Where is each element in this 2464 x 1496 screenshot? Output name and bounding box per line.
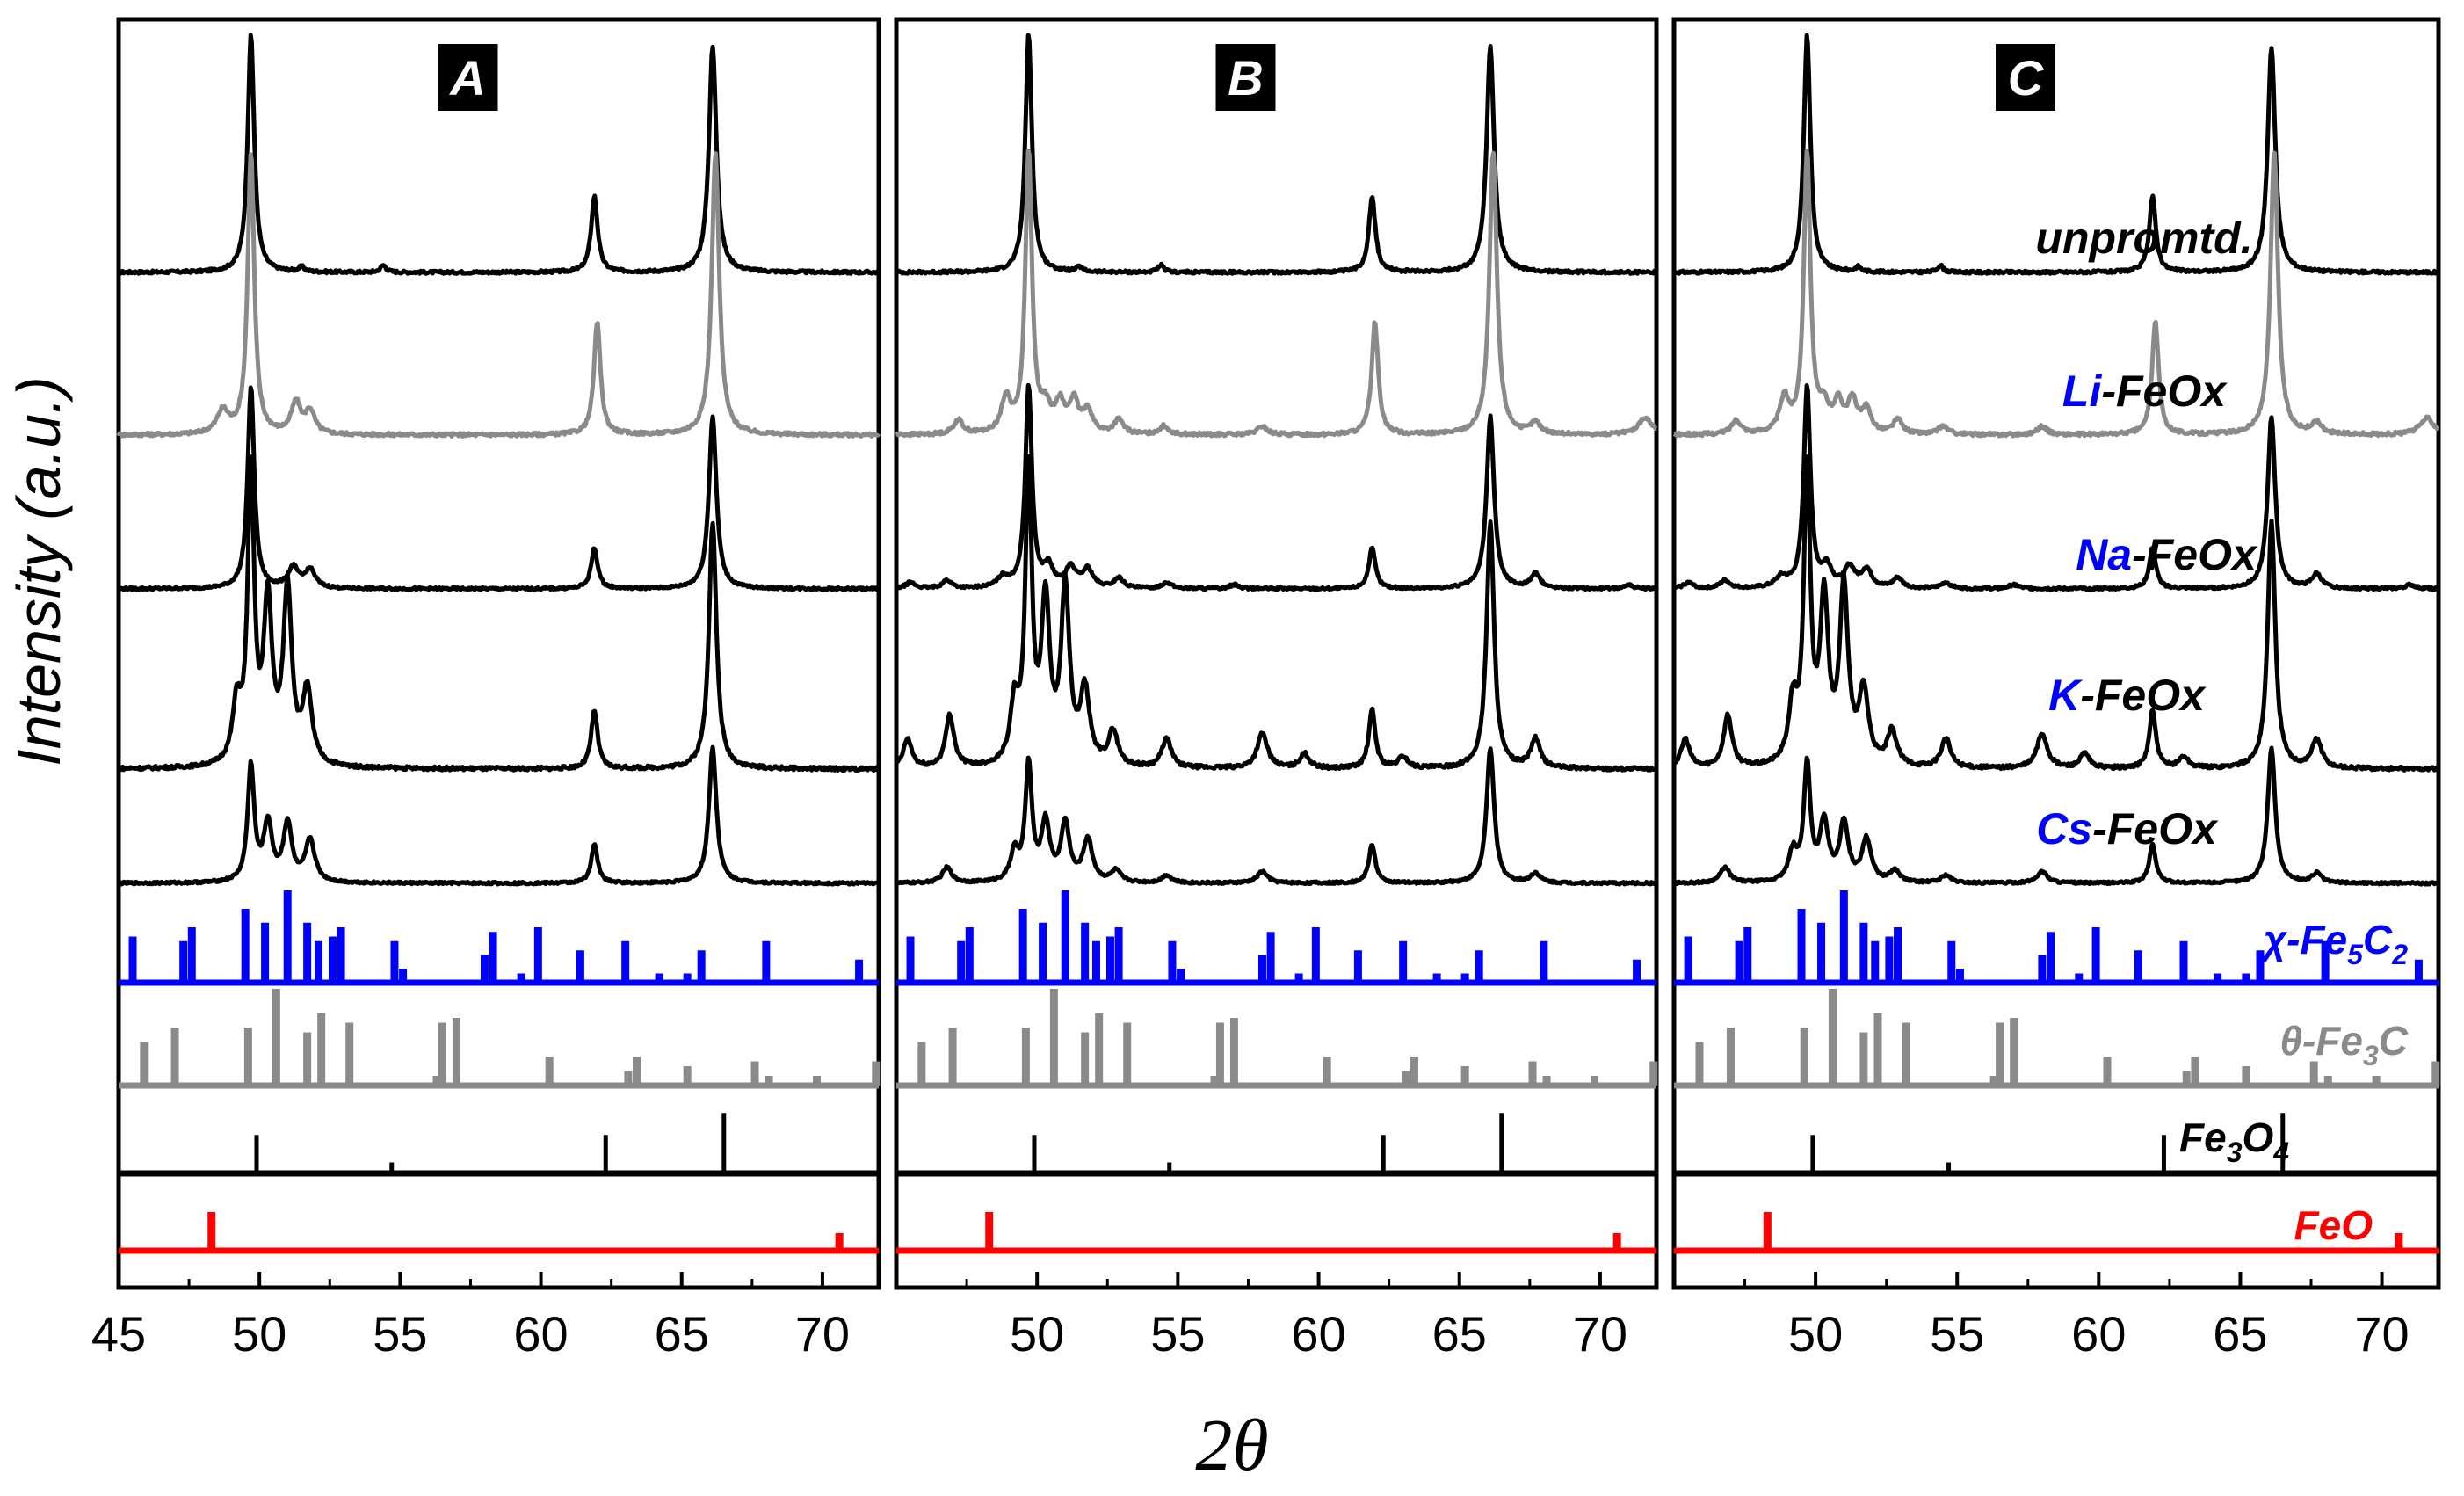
reference-label-mid: O — [2242, 1115, 2273, 1160]
reference-FeO — [1674, 1212, 2439, 1254]
reference-label-sub: 5 — [2347, 939, 2364, 970]
legend-part: Na — [2076, 530, 2132, 579]
legend-unpromoted: unpromtd. — [2035, 214, 2252, 263]
reference-θ-Fe3C — [1674, 989, 2440, 1089]
reference-label-mid: C — [2379, 1018, 2409, 1064]
pattern-li — [895, 148, 1658, 439]
pattern-na — [117, 385, 881, 592]
reference-Fe3O4 — [1674, 1113, 2439, 1177]
reference-label-prefix: FeO — [2294, 1202, 2373, 1248]
reference-label-sub: 2 — [2391, 939, 2408, 970]
x-tick-label: 55 — [1150, 1306, 1205, 1362]
x-axis-title: 2θ — [1195, 1405, 1268, 1486]
pattern-li — [1672, 149, 2440, 439]
x-tick-label: 50 — [232, 1306, 286, 1362]
x-tick-label: 60 — [1291, 1306, 1345, 1362]
panel-label-badge — [438, 44, 498, 111]
panel-label-badge — [1215, 44, 1276, 111]
x-tick-label: 45 — [91, 1306, 146, 1362]
legend-part: Li — [2062, 367, 2103, 416]
legend-na: Na-FeOx — [2076, 530, 2258, 579]
pattern-k — [117, 454, 881, 773]
reference-θ-Fe3C — [119, 989, 881, 1089]
panel-label: C — [2008, 50, 2045, 105]
pattern-unpromoted — [117, 33, 881, 276]
reference-label-mid: C — [2363, 917, 2393, 962]
reference-FeO — [119, 1212, 879, 1254]
pattern-cs — [117, 744, 881, 887]
pattern-na — [895, 382, 1658, 592]
reference-χ-Fe5C2 — [896, 890, 1656, 986]
reference-label: χ-Fe5C2 — [2259, 917, 2409, 970]
pattern-k — [1671, 454, 2441, 773]
reference-FeO — [896, 1212, 1656, 1254]
labels-layer: Intensity (a.u.) 2θ — [4, 376, 1269, 1486]
x-tick-label: 70 — [795, 1306, 850, 1362]
legend-part: -FeOx — [2092, 804, 2219, 853]
reference-label-sub: 4 — [2272, 1137, 2289, 1168]
panel-a: A 45 50 55 60 65 70 — [91, 17, 881, 1362]
x-tick-label: 50 — [1788, 1306, 1843, 1362]
pattern-unpromoted — [1672, 33, 2440, 276]
pattern-cs — [895, 746, 1659, 887]
x-tick-label: 55 — [373, 1306, 427, 1362]
reference-χ-Fe5C2 — [1674, 890, 2439, 986]
x-tick-label: 70 — [1573, 1306, 1627, 1362]
panel-frame — [116, 17, 881, 1290]
legend-part: -FeOx — [2101, 367, 2228, 416]
y-axis-title: Intensity (a.u.) — [4, 376, 73, 766]
pattern-unpromoted — [894, 33, 1658, 276]
x-tick-label: 65 — [2213, 1306, 2267, 1362]
legend-part: Cs — [2036, 804, 2092, 853]
reference-label: Fe3O4 — [2179, 1115, 2289, 1168]
x-tick-label: 55 — [1930, 1306, 1984, 1362]
pattern-cs — [1672, 745, 2440, 887]
reference-label-sub: 3 — [2363, 1040, 2379, 1071]
panel-frame — [1671, 17, 2441, 1290]
panel-label: B — [1228, 50, 1263, 105]
x-tick-label: 65 — [1432, 1306, 1487, 1362]
panel-label: A — [448, 50, 485, 105]
reference-label-prefix: θ-Fe — [2279, 1018, 2363, 1064]
legend-cs: Cs-FeOx — [2036, 804, 2219, 853]
reference-Fe3O4 — [119, 1113, 879, 1177]
reference-Fe3O4 — [896, 1113, 1656, 1177]
legend-part: -FeOx — [2132, 530, 2258, 579]
pattern-li — [116, 151, 881, 439]
legend-part: -FeOx — [2080, 671, 2207, 720]
x-tick-label: 60 — [513, 1306, 568, 1362]
x-tick-label: 50 — [1010, 1306, 1064, 1362]
reference-label-prefix: Fe — [2179, 1115, 2227, 1160]
reference-label: FeO — [2294, 1202, 2373, 1248]
reference-label: θ-Fe3C — [2279, 1018, 2408, 1071]
pattern-na — [1672, 383, 2441, 592]
legend-k: K-FeOx — [2048, 671, 2207, 720]
reference-θ-Fe3C — [896, 989, 1658, 1089]
x-tick-label: 60 — [2071, 1306, 2126, 1362]
panel-frame — [894, 17, 1659, 1290]
legend-part: K — [2048, 671, 2084, 720]
pattern-k — [895, 454, 1658, 773]
x-tick-label: 70 — [2354, 1306, 2409, 1362]
x-tick-label: 65 — [655, 1306, 709, 1362]
reference-χ-Fe5C2 — [119, 890, 879, 986]
legend-part: unpromtd. — [2035, 214, 2252, 263]
panel-label-badge — [1996, 44, 2055, 111]
reference-label-sub: 3 — [2227, 1137, 2243, 1168]
panel-b: B 50 55 60 65 70 — [894, 17, 1659, 1362]
legend-li: Li-FeOx — [2062, 367, 2228, 416]
reference-label-prefix: χ-Fe — [2259, 917, 2348, 962]
panel-c: C 50 55 60 65 70 — [1671, 17, 2441, 1362]
